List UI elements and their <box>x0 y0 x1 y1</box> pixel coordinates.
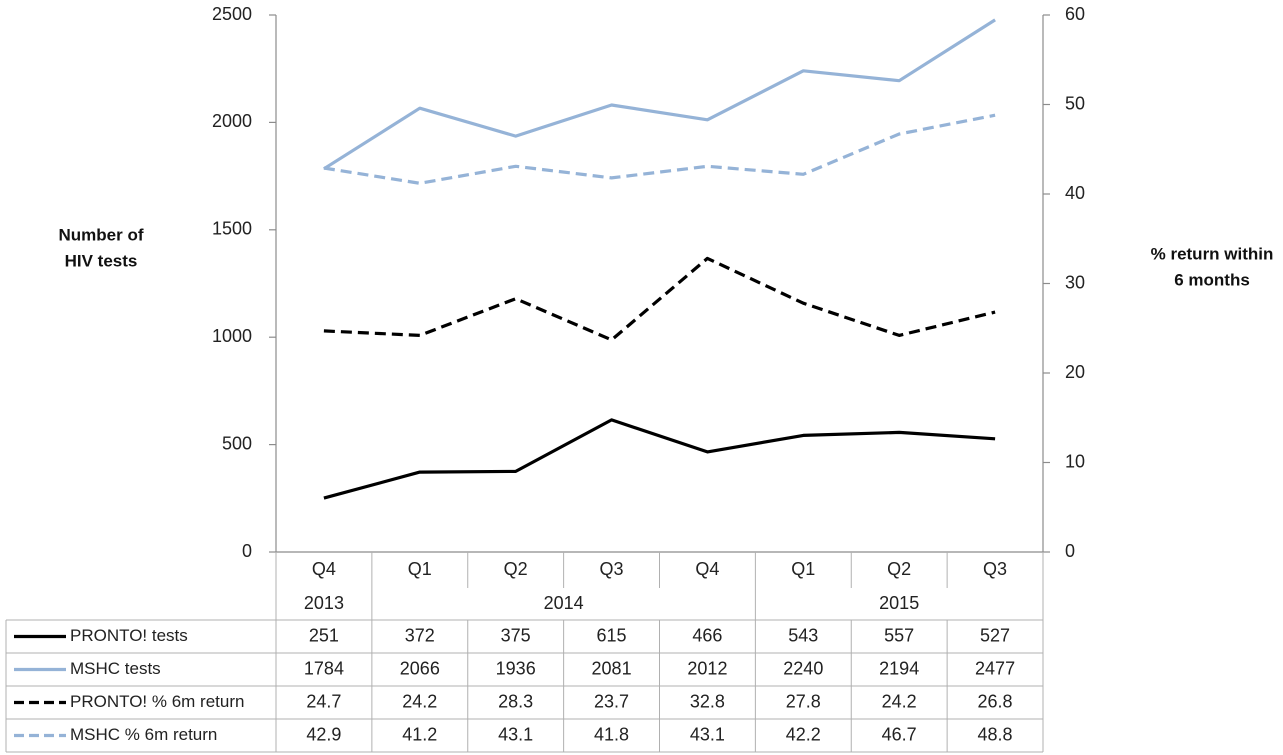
quarter-label: Q1 <box>791 559 815 579</box>
data-cell: 527 <box>980 625 1010 645</box>
left-axis-tick-label: 2500 <box>212 4 252 24</box>
quarter-label: Q3 <box>600 559 624 579</box>
data-cell: 375 <box>501 625 531 645</box>
year-label: 2015 <box>879 593 919 613</box>
data-cell: 2066 <box>400 658 440 678</box>
left-axis-title: HIV tests <box>65 251 138 270</box>
left-axis-tick-label: 1000 <box>212 326 252 346</box>
quarter-label: Q4 <box>695 559 719 579</box>
right-axis-title: 6 months <box>1174 270 1250 289</box>
data-cell: 24.2 <box>882 691 917 711</box>
right-axis-tick-label: 40 <box>1065 183 1085 203</box>
data-cell: 372 <box>405 625 435 645</box>
data-cell: 615 <box>597 625 627 645</box>
data-cell: 42.2 <box>786 724 821 744</box>
year-label: 2014 <box>544 593 584 613</box>
right-axis-tick-label: 30 <box>1065 272 1085 292</box>
legend-label: PRONTO! % 6m return <box>70 692 244 711</box>
data-cell: 32.8 <box>690 691 725 711</box>
left-axis-tick-label: 0 <box>242 541 252 561</box>
data-cell: 48.8 <box>978 724 1013 744</box>
data-cell: 43.1 <box>498 724 533 744</box>
quarter-label: Q1 <box>408 559 432 579</box>
data-cell: 26.8 <box>978 691 1013 711</box>
right-axis-tick-label: 10 <box>1065 451 1085 471</box>
data-cell: 24.7 <box>306 691 341 711</box>
data-cell: 2240 <box>783 658 823 678</box>
data-cell: 2194 <box>879 658 919 678</box>
series-line <box>323 18 996 171</box>
legend-label: MSHC % 6m return <box>70 725 217 744</box>
data-cell: 27.8 <box>786 691 821 711</box>
right-axis-tick-label: 60 <box>1065 4 1085 24</box>
data-cell: 251 <box>309 625 339 645</box>
series-line <box>323 418 996 500</box>
data-cell: 543 <box>788 625 818 645</box>
data-cell: 28.3 <box>498 691 533 711</box>
data-cell: 1936 <box>496 658 536 678</box>
data-cell: 41.2 <box>402 724 437 744</box>
data-cell: 2081 <box>592 658 632 678</box>
legend-label: MSHC tests <box>70 659 161 678</box>
data-cell: 1784 <box>304 658 344 678</box>
data-cell: 23.7 <box>594 691 629 711</box>
right-axis-tick-label: 0 <box>1065 541 1075 561</box>
series-line <box>323 256 996 342</box>
left-axis-tick-label: 1500 <box>212 219 252 239</box>
legend-label: PRONTO! tests <box>70 626 188 645</box>
quarter-label: Q3 <box>983 559 1007 579</box>
quarter-label: Q2 <box>887 559 911 579</box>
data-cell: 557 <box>884 625 914 645</box>
data-cell: 41.8 <box>594 724 629 744</box>
data-cell: 43.1 <box>690 724 725 744</box>
quarter-label: Q2 <box>504 559 528 579</box>
year-label: 2013 <box>304 593 344 613</box>
right-axis-tick-label: 50 <box>1065 93 1085 113</box>
data-cell: 46.7 <box>882 724 917 744</box>
left-axis-tick-label: 500 <box>222 433 252 453</box>
data-cell: 42.9 <box>306 724 341 744</box>
right-axis-title: % return within <box>1151 244 1274 263</box>
left-axis-tick-label: 2000 <box>212 111 252 131</box>
data-cell: 2012 <box>687 658 727 678</box>
data-cell: 24.2 <box>402 691 437 711</box>
series-line <box>323 113 996 185</box>
quarter-label: Q4 <box>312 559 336 579</box>
right-axis-tick-label: 20 <box>1065 362 1085 382</box>
left-axis-title: Number of <box>59 225 144 244</box>
data-cell: 466 <box>692 625 722 645</box>
data-cell: 2477 <box>975 658 1015 678</box>
